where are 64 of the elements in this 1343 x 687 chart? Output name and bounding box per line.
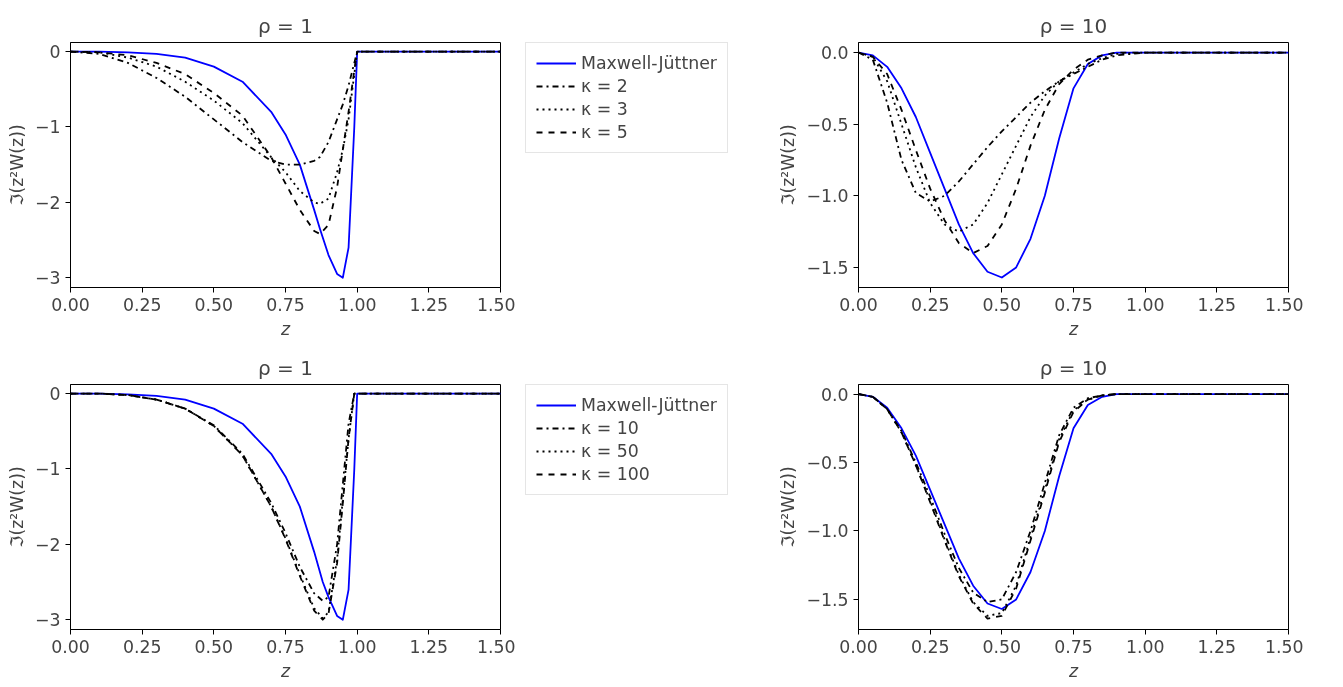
legend-label: κ = 5	[581, 122, 628, 142]
x-tick-label: 1.25	[1197, 636, 1237, 657]
x-tick-label: 1.25	[1197, 294, 1237, 315]
x-tick-label: 1.00	[1125, 294, 1165, 315]
x-tick-label: 0.00	[51, 636, 90, 657]
x-tick-label: 0.00	[839, 294, 878, 315]
chart-title: ρ = 10	[1039, 355, 1108, 380]
y-tick-label: −3	[34, 268, 61, 289]
x-axis-title: z	[1067, 660, 1079, 681]
y-tick-label: −3	[34, 610, 61, 631]
y-tick-label: 0	[49, 384, 61, 405]
x-tick-label: 1.50	[476, 636, 516, 657]
x-tick-label: 1.50	[1264, 294, 1304, 315]
y-axis-title: ℑ(z²W(z))	[6, 124, 27, 206]
x-tick-label: 1.25	[409, 636, 449, 657]
x-tick-label: 0.25	[910, 636, 950, 657]
legend-label: κ = 50	[581, 441, 639, 461]
y-tick-label: 0	[49, 42, 61, 63]
y-axis-title: ℑ(z²W(z))	[778, 466, 799, 548]
x-tick-label: 1.00	[1125, 636, 1165, 657]
y-tick-label: −1	[34, 117, 61, 138]
x-tick-label: 0.50	[194, 636, 234, 657]
legend-label: Maxwell-Jüttner	[581, 53, 717, 73]
x-tick-label: 0.50	[194, 294, 234, 315]
x-axis-title: z	[279, 660, 291, 681]
x-tick-label: 0.75	[1054, 636, 1093, 657]
x-tick-label: 0.00	[839, 636, 878, 657]
y-tick-label: 0.0	[820, 384, 849, 405]
x-tick-label: 1.25	[409, 294, 449, 315]
y-tick-label: −2	[34, 192, 61, 213]
y-axis-title: ℑ(z²W(z))	[778, 124, 799, 206]
y-tick-label: −1.5	[806, 589, 849, 610]
chart-title: ρ = 1	[258, 13, 313, 38]
legend-label: Maxwell-Jüttner	[581, 395, 717, 415]
legend-label: κ = 10	[581, 418, 639, 438]
x-axis-title: z	[279, 318, 291, 339]
y-tick-label: −1.0	[806, 521, 849, 542]
legend-label: κ = 3	[581, 99, 628, 119]
x-tick-label: 0.75	[266, 636, 305, 657]
x-tick-label: 1.00	[337, 636, 377, 657]
legend-label: κ = 2	[581, 76, 628, 96]
y-tick-label: −1	[34, 459, 61, 480]
y-tick-label: −1.0	[806, 186, 849, 207]
x-axis-title: z	[1067, 318, 1079, 339]
x-tick-label: 0.25	[910, 294, 950, 315]
x-tick-label: 0.50	[982, 294, 1022, 315]
y-tick-label: −2	[34, 534, 61, 555]
y-tick-label: −1.5	[806, 257, 849, 278]
y-tick-label: 0.0	[820, 43, 849, 64]
x-tick-label: 0.50	[982, 636, 1022, 657]
y-tick-label: −0.5	[806, 114, 849, 135]
legend-label: κ = 100	[581, 464, 650, 484]
x-tick-label: 1.00	[337, 294, 377, 315]
x-tick-label: 0.75	[266, 294, 305, 315]
x-tick-label: 1.50	[1264, 636, 1304, 657]
x-tick-label: 0.00	[51, 294, 90, 315]
y-tick-label: −0.5	[806, 453, 849, 474]
x-tick-label: 0.25	[122, 636, 162, 657]
x-tick-label: 0.75	[1054, 294, 1093, 315]
x-tick-label: 1.50	[476, 294, 516, 315]
chart-title: ρ = 10	[1039, 13, 1108, 38]
chart-title: ρ = 1	[258, 355, 313, 380]
x-tick-label: 0.25	[122, 294, 162, 315]
y-axis-title: ℑ(z²W(z))	[6, 466, 27, 548]
